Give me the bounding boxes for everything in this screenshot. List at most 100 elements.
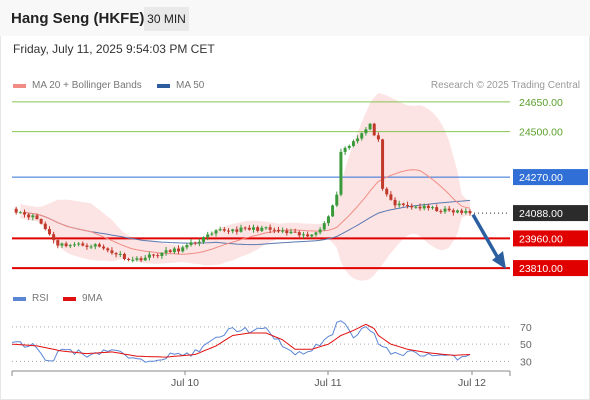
candle-body [397, 203, 401, 206]
candle-body [343, 147, 347, 152]
candle-body [322, 223, 326, 230]
candle-body [447, 208, 451, 211]
rsi-9ma-line [11, 323, 471, 358]
candle-body [106, 248, 110, 251]
level-label-target: 24650.00 [519, 97, 563, 109]
candle-body [35, 215, 39, 220]
candle-body [318, 229, 322, 233]
candle-body [177, 248, 181, 252]
candle-body [164, 250, 168, 253]
candle-body [168, 250, 172, 253]
candle-body [22, 212, 26, 215]
bollinger-band [20, 93, 471, 281]
candle-body [131, 259, 135, 261]
candle-body [285, 230, 289, 234]
candle-body [185, 244, 189, 248]
x-tick-label: Jul 12 [458, 377, 486, 389]
legend-label: RSI [32, 293, 49, 304]
candle-body [351, 141, 355, 146]
candle-body [356, 138, 360, 142]
rsi-level-label: 50 [520, 339, 532, 351]
candle-body [347, 145, 351, 148]
candle-body [410, 206, 414, 208]
candle-body [418, 206, 422, 209]
candle-body [247, 227, 251, 230]
rsi-level-label: 30 [520, 356, 532, 368]
level-box-support [513, 260, 588, 277]
timestamp: Friday, July 11, 2025 9:54:03 PM CET [13, 42, 215, 56]
candle-body [97, 244, 101, 247]
candle-body [314, 232, 318, 235]
candle-body [143, 257, 147, 261]
candle-body [431, 207, 435, 209]
candle-body [443, 208, 447, 212]
interval-button[interactable]: 30 MIN [144, 7, 189, 31]
candle-body [326, 216, 330, 224]
rsi-level-label: 70 [520, 322, 532, 334]
candle-body [406, 204, 410, 207]
candle-body [39, 219, 43, 224]
candle-body [197, 241, 201, 244]
candle-body [401, 203, 405, 205]
candle-body [281, 230, 285, 232]
level-label-target: 24500.00 [519, 127, 563, 139]
x-tick-label: Jul 10 [171, 377, 199, 389]
candle-body [256, 227, 260, 231]
candle-body [272, 229, 276, 231]
ma50-line [24, 199, 471, 246]
candle-body [264, 227, 268, 229]
x-tick-label: Jul 11 [314, 377, 341, 389]
candle-body [18, 212, 22, 214]
candle-body [393, 199, 397, 206]
ma20-line [24, 169, 471, 255]
candle-body [435, 207, 439, 212]
level-box-resistance [513, 169, 588, 186]
candle-body [297, 232, 301, 236]
candle-body [464, 211, 468, 213]
candle-body [85, 245, 89, 247]
candle-body [289, 231, 293, 234]
candle-body [268, 227, 272, 230]
candle-body [293, 231, 297, 233]
last-price-label: 24088.00 [519, 208, 563, 220]
candle-body [235, 229, 239, 232]
candle-body [172, 248, 176, 253]
legend-swatch [63, 296, 76, 301]
candle-body [243, 227, 247, 229]
candle-body [339, 151, 343, 195]
candle-body [310, 234, 314, 237]
candle-body [227, 230, 231, 232]
candle-body [426, 205, 430, 209]
candle-body [114, 253, 118, 255]
forecast-arrow-head [492, 251, 506, 270]
instrument-title: Hang Seng (HKFE) [11, 10, 145, 27]
candle-body [27, 214, 31, 218]
candle-body [468, 211, 472, 214]
candle-body [460, 210, 464, 213]
candle-body [206, 234, 210, 238]
candle-body [210, 233, 214, 235]
candles [14, 122, 472, 263]
last-price-box [513, 205, 588, 222]
candle-body [122, 253, 126, 260]
candle-body [331, 205, 335, 217]
candle-body [156, 255, 160, 257]
credit-text: Research © 2025 Trading Central [430, 80, 580, 91]
candle-body [193, 242, 197, 244]
candle-body [14, 208, 18, 213]
candle-body [372, 123, 376, 136]
legend-swatch [13, 83, 26, 88]
candle-body [52, 234, 56, 241]
level-label-support: 23810.00 [519, 263, 563, 275]
level-label-support: 23960.00 [519, 233, 563, 245]
candle-body [152, 254, 156, 256]
candle-body [77, 243, 81, 245]
legend-item-ma50: MA 50 [157, 80, 204, 91]
rsi-line [11, 320, 471, 363]
candle-body [301, 234, 305, 236]
candle-body [456, 210, 460, 213]
candle-body [368, 123, 372, 130]
candle-body [376, 135, 380, 140]
candle-body [56, 240, 60, 246]
